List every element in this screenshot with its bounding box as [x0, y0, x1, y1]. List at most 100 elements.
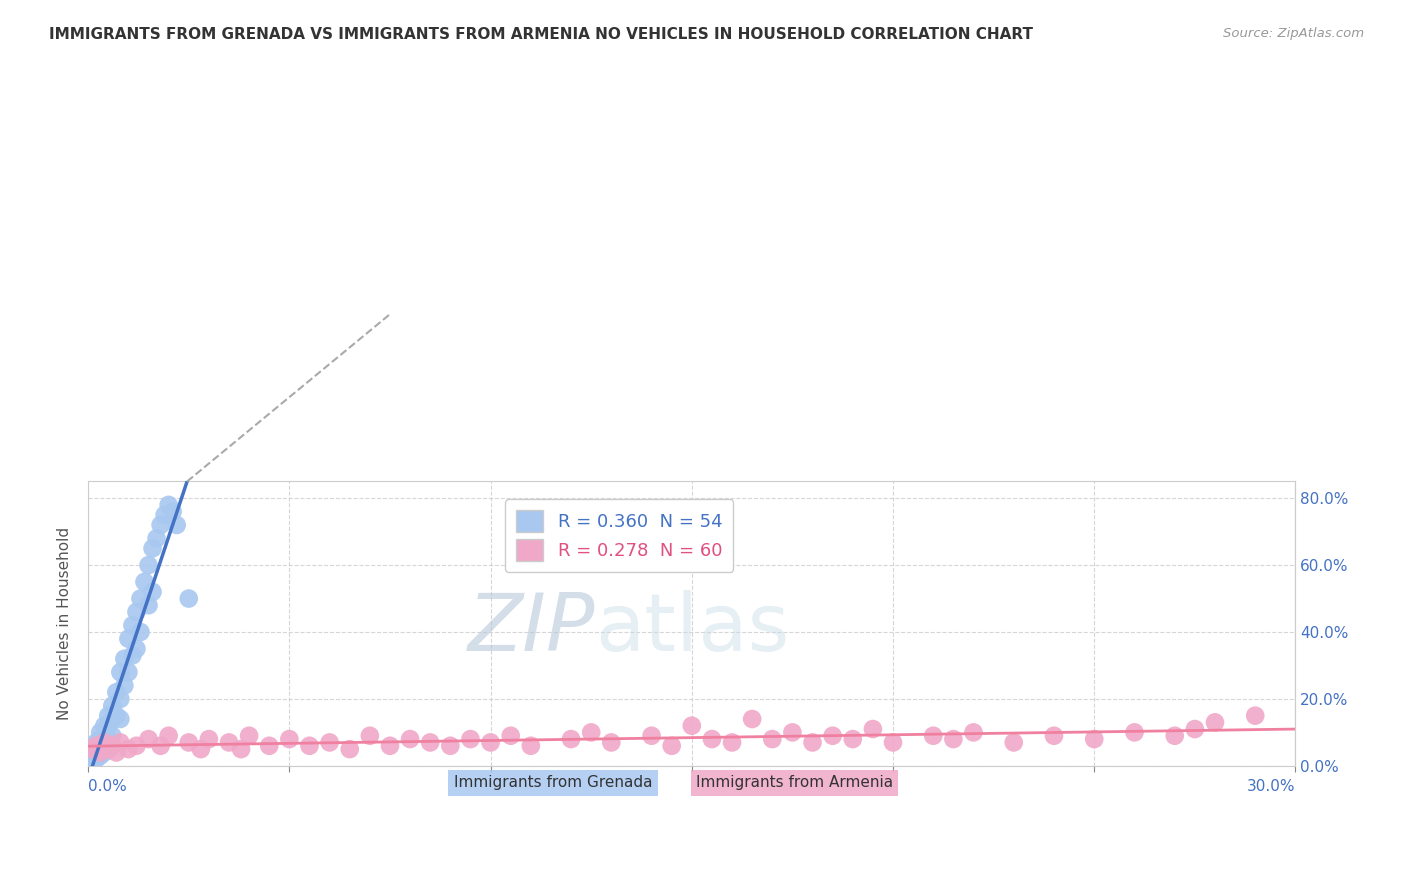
- Point: [801, 735, 824, 749]
- Point: [166, 518, 188, 533]
- Text: atlas: atlas: [595, 591, 790, 668]
- Point: [761, 732, 783, 747]
- Point: [84, 735, 107, 749]
- Point: [922, 729, 945, 743]
- Point: [1164, 729, 1187, 743]
- Point: [278, 732, 301, 747]
- Text: Immigrants from Armenia: Immigrants from Armenia: [696, 775, 893, 790]
- Point: [82, 748, 104, 763]
- Point: [93, 719, 115, 733]
- Point: [89, 742, 111, 756]
- Point: [110, 712, 132, 726]
- Legend: R = 0.360  N = 54, R = 0.278  N = 60: R = 0.360 N = 54, R = 0.278 N = 60: [506, 499, 734, 572]
- Point: [97, 742, 120, 756]
- Point: [721, 735, 744, 749]
- Point: [105, 708, 128, 723]
- Point: [97, 742, 120, 756]
- Point: [82, 756, 104, 770]
- Point: [700, 732, 723, 747]
- Point: [84, 742, 107, 756]
- Point: [218, 735, 240, 749]
- Point: [89, 748, 111, 763]
- Point: [1083, 732, 1105, 747]
- Text: Immigrants from Grenada: Immigrants from Grenada: [454, 775, 652, 790]
- Point: [378, 739, 401, 753]
- Point: [1002, 735, 1025, 749]
- Point: [129, 591, 152, 606]
- Point: [661, 739, 683, 753]
- Point: [1204, 715, 1226, 730]
- Point: [298, 739, 321, 753]
- Point: [97, 732, 120, 747]
- Point: [125, 739, 148, 753]
- Point: [84, 739, 107, 753]
- Point: [101, 712, 124, 726]
- Point: [112, 679, 135, 693]
- Point: [121, 618, 143, 632]
- Point: [359, 729, 381, 743]
- Point: [882, 735, 904, 749]
- Point: [782, 725, 804, 739]
- Point: [579, 725, 602, 739]
- Point: [1043, 729, 1066, 743]
- Point: [1244, 708, 1267, 723]
- Point: [97, 719, 120, 733]
- Point: [93, 735, 115, 749]
- Point: [84, 746, 107, 760]
- Text: Source: ZipAtlas.com: Source: ZipAtlas.com: [1223, 27, 1364, 40]
- Point: [162, 505, 184, 519]
- Point: [101, 698, 124, 713]
- Text: IMMIGRANTS FROM GRENADA VS IMMIGRANTS FROM ARMENIA NO VEHICLES IN HOUSEHOLD CORR: IMMIGRANTS FROM GRENADA VS IMMIGRANTS FR…: [49, 27, 1033, 42]
- Point: [640, 729, 662, 743]
- Point: [121, 648, 143, 663]
- Point: [399, 732, 422, 747]
- Point: [134, 574, 156, 589]
- Point: [105, 746, 128, 760]
- Point: [93, 735, 115, 749]
- Point: [460, 732, 482, 747]
- Point: [153, 508, 176, 522]
- Point: [318, 735, 340, 749]
- Y-axis label: No Vehicles in Household: No Vehicles in Household: [58, 527, 72, 720]
- Point: [129, 625, 152, 640]
- Point: [520, 739, 543, 753]
- Point: [339, 742, 361, 756]
- Point: [1184, 722, 1206, 736]
- Point: [842, 732, 865, 747]
- Point: [141, 541, 163, 556]
- Point: [238, 729, 260, 743]
- Point: [117, 632, 139, 646]
- Point: [101, 739, 124, 753]
- Point: [112, 652, 135, 666]
- Point: [82, 742, 104, 756]
- Point: [125, 605, 148, 619]
- Point: [257, 739, 280, 753]
- Point: [105, 685, 128, 699]
- Point: [110, 665, 132, 680]
- Point: [177, 591, 200, 606]
- Point: [149, 739, 172, 753]
- Point: [89, 725, 111, 739]
- Point: [942, 732, 965, 747]
- Point: [149, 518, 172, 533]
- Text: ZIP: ZIP: [468, 591, 595, 668]
- Point: [97, 708, 120, 723]
- Point: [157, 729, 180, 743]
- Point: [198, 732, 221, 747]
- Point: [93, 746, 115, 760]
- Point: [439, 739, 461, 753]
- Point: [84, 748, 107, 763]
- Point: [125, 641, 148, 656]
- Point: [157, 498, 180, 512]
- Point: [138, 732, 160, 747]
- Point: [138, 599, 160, 613]
- Point: [962, 725, 984, 739]
- Point: [145, 532, 167, 546]
- Point: [141, 585, 163, 599]
- Point: [110, 735, 132, 749]
- Point: [84, 739, 107, 753]
- Point: [190, 742, 212, 756]
- Point: [177, 735, 200, 749]
- Point: [560, 732, 582, 747]
- Point: [82, 746, 104, 760]
